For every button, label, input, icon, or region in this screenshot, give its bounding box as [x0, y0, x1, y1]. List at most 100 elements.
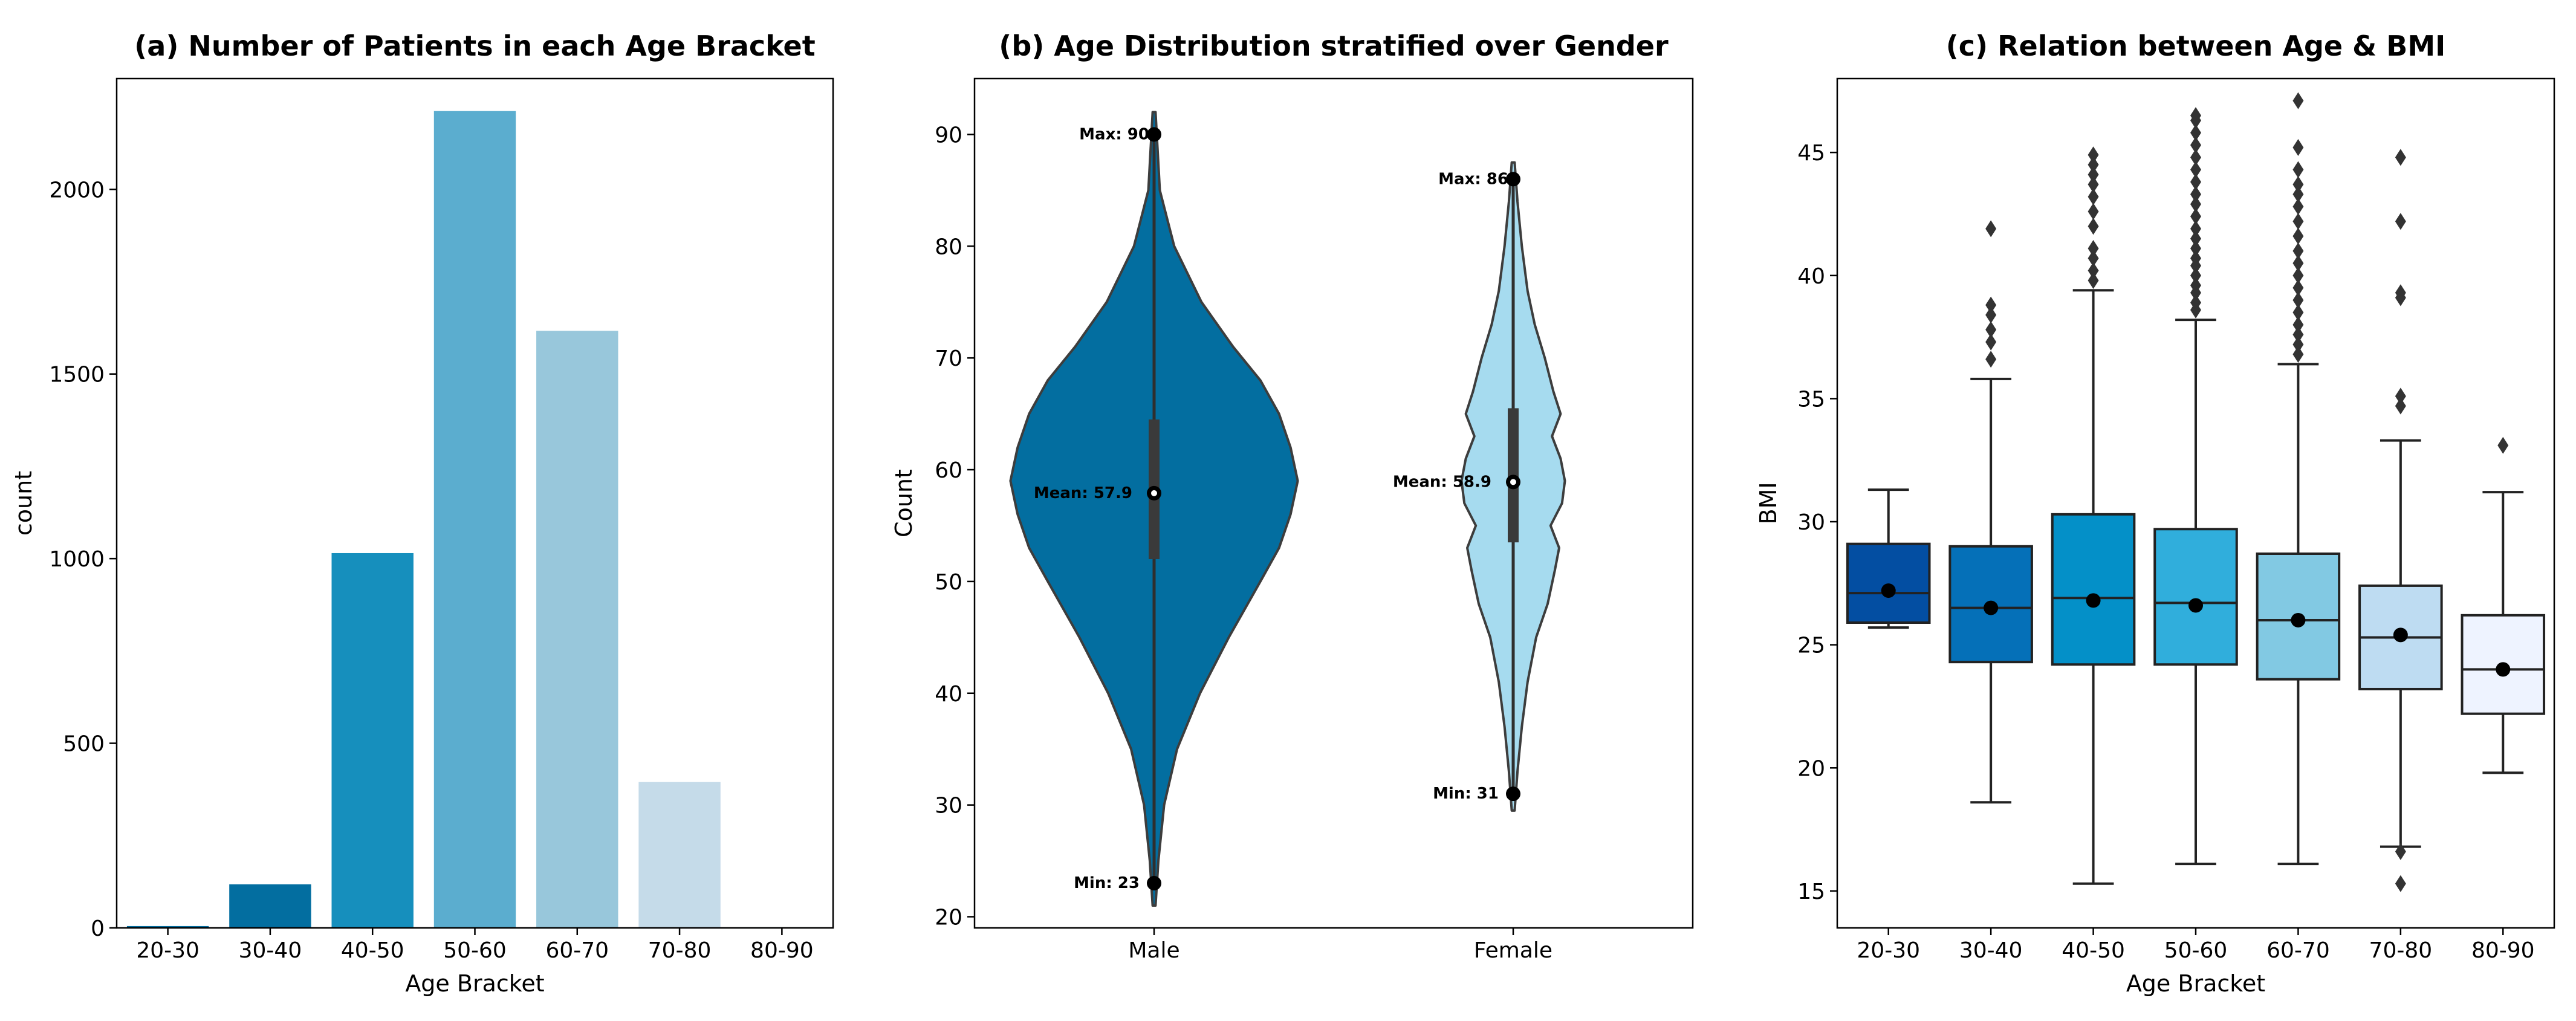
x-tick-label: 60-70 [545, 938, 609, 963]
min-annotation: Min: 23 [1074, 874, 1140, 892]
violin-marks: 20 30 40 50 60 70 80 90 Male Max: 90 Min: 23 Mean: … [935, 111, 1566, 963]
x-tick-label: Male [1128, 938, 1179, 963]
bar [126, 925, 209, 928]
y-tick-label: 60 [935, 458, 962, 483]
x-tick-label: Female [1474, 938, 1552, 963]
y-tick-label: 45 [1797, 141, 1825, 166]
y-tick-label: 40 [1797, 264, 1825, 289]
y-tick-label: 1500 [49, 363, 105, 387]
outlier-point [2190, 250, 2201, 267]
outlier-point [2088, 166, 2099, 183]
outlier-point [2497, 436, 2509, 454]
y-tick-label: 20 [935, 906, 962, 930]
y-axis-label: BMI [1755, 482, 1782, 524]
y-tick-label: 30 [935, 794, 962, 818]
mean-marker [2291, 612, 2306, 627]
y-tick-label: 20 [1797, 756, 1825, 781]
y-tick-label: 35 [1797, 387, 1825, 412]
outlier-point [2190, 277, 2201, 294]
y-tick-label: 30 [1797, 510, 1825, 535]
box-marks: 15 20 25 30 35 40 45 20-30 30-40 40-50 50-60 60-70 7… [1797, 92, 2546, 963]
x-tick-label: 40-50 [2062, 938, 2125, 963]
outlier-point [2292, 198, 2304, 215]
plot-frame [973, 77, 1694, 929]
outlier-point [2088, 271, 2099, 289]
y-axis-label: count [10, 471, 37, 536]
outlier-point [2190, 173, 2201, 191]
outlier-point [2292, 267, 2304, 284]
x-tick-label: 80-90 [750, 938, 814, 963]
outlier-point [2088, 262, 2099, 279]
outlier-point [2395, 213, 2406, 230]
y-tick-label: 90 [935, 123, 962, 147]
outlier-point [1985, 351, 1997, 368]
box [1846, 542, 1931, 624]
max-annotation: Max: 90 [1079, 125, 1149, 143]
y-tick-label: 1000 [49, 547, 105, 572]
outlier-point [2292, 213, 2304, 230]
max-point [1506, 172, 1520, 187]
outlier-point [2292, 242, 2304, 260]
mean-annotation: Mean: 58.9 [1393, 473, 1491, 491]
x-tick-label: 40-50 [341, 938, 404, 963]
outlier-point [2190, 186, 2201, 203]
x-tick-label: 30-40 [239, 938, 302, 963]
outlier-point [2190, 220, 2201, 238]
y-tick-label: 40 [935, 682, 962, 707]
mean-annotation: Mean: 57.9 [1034, 484, 1132, 502]
y-tick-label: 80 [935, 235, 962, 259]
outlier-point [2088, 203, 2099, 220]
chart-title: (a) Number of Patients in each Age Brack… [134, 30, 815, 62]
outlier-point [2190, 107, 2201, 125]
plot-frame [115, 77, 834, 929]
outlier-point [1985, 296, 1997, 314]
bar [536, 331, 618, 928]
outlier-point [2292, 254, 2304, 272]
x-tick-label: 50-60 [443, 938, 507, 963]
y-tick-label: 15 [1797, 880, 1825, 904]
bar [433, 111, 516, 929]
outlier-point [2292, 186, 2304, 203]
bar [229, 884, 311, 928]
outlier-point [1985, 306, 1997, 323]
box [2051, 513, 2136, 666]
outlier-point [2292, 227, 2304, 245]
mean-marker [1881, 583, 1896, 598]
panel-age-bracket-bar-chart: (a) Number of Patients in each Age Brack… [10, 30, 834, 997]
mean-marker [2496, 662, 2511, 677]
outlier-point [2395, 397, 2406, 415]
outlier-point [2190, 149, 2201, 166]
chart-title: (b) Age Distribution stratified over Gen… [999, 30, 1669, 62]
outlier-point [2190, 230, 2201, 247]
outlier-point [2088, 240, 2099, 257]
outlier-point [2088, 156, 2099, 173]
mean-point-center [1151, 490, 1157, 496]
outlier-point [1985, 333, 1997, 351]
x-tick-label: 60-70 [2266, 938, 2330, 963]
x-tick-label: 80-90 [2471, 938, 2535, 963]
min-point [1506, 786, 1520, 802]
outlier-point [2088, 250, 2099, 267]
box [2153, 528, 2238, 666]
x-tick-label: 30-40 [1959, 938, 2023, 963]
outlier-point [1985, 321, 1997, 339]
outlier-point [2190, 208, 2201, 225]
outlier-point [2190, 195, 2201, 213]
min-point [1147, 876, 1161, 891]
outlier-point [2088, 218, 2099, 235]
panel-age-bmi-box-chart: (c) Relation between Age & BMI Age Brack… [1755, 30, 2555, 997]
bar [638, 782, 721, 928]
outlier-point [2292, 279, 2304, 297]
bar-marks: 20-30 30-40 40-50 50-60 60-70 70-80 80-90 0 500 1… [49, 111, 823, 963]
outlier-point [2395, 843, 2406, 860]
bar [331, 553, 414, 928]
min-annotation: Min: 31 [1433, 785, 1499, 803]
outlier-point [2292, 176, 2304, 193]
mean-marker [2393, 627, 2408, 643]
outlier-point [2088, 176, 2099, 193]
outlier-point [2292, 335, 2304, 353]
mean-marker [1984, 600, 1999, 615]
y-tick-label: 70 [935, 346, 962, 371]
outlier-point [2190, 161, 2201, 178]
